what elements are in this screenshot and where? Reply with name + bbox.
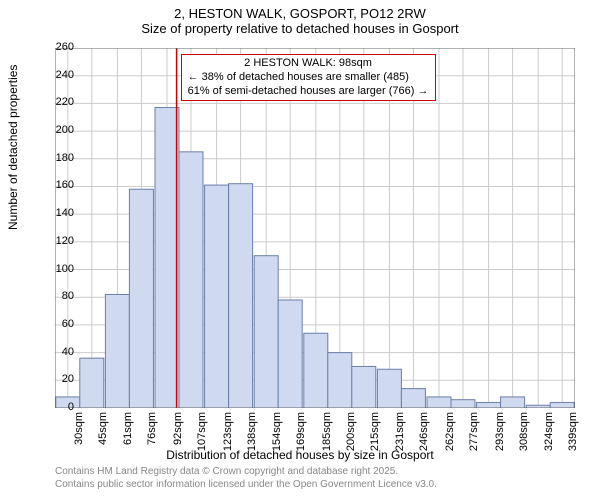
y-tick-label: 240 [44, 69, 74, 81]
histogram-bar [401, 389, 425, 408]
histogram-bar [550, 402, 574, 408]
y-tick-label: 20 [44, 373, 74, 385]
annotation-line3: 61% of semi-detached houses are larger (… [188, 85, 429, 99]
y-tick-label: 180 [44, 152, 74, 164]
annotation-line2: ← 38% of detached houses are smaller (48… [188, 71, 429, 85]
histogram-bar [129, 189, 153, 408]
histogram-bar [205, 185, 229, 408]
y-tick-label: 60 [44, 318, 74, 330]
histogram-bar [328, 353, 352, 408]
y-tick-label: 160 [44, 179, 74, 191]
histogram-bar [278, 300, 302, 408]
histogram-bar [254, 256, 278, 408]
histogram-bar [155, 108, 179, 408]
y-tick-label: 200 [44, 124, 74, 136]
y-tick-label: 100 [44, 263, 74, 275]
y-tick-label: 220 [44, 96, 74, 108]
histogram-bar [377, 369, 401, 408]
annotation-line1: 2 HESTON WALK: 98sqm [188, 57, 429, 71]
chart-area [55, 48, 575, 408]
histogram-bar [427, 397, 451, 408]
histogram-plot [55, 48, 575, 408]
footer-line2: Contains public sector information licen… [55, 479, 437, 492]
y-tick-label: 0 [44, 401, 74, 413]
y-axis-label: Number of detached properties [6, 65, 20, 230]
y-tick-label: 140 [44, 207, 74, 219]
histogram-bar [105, 294, 129, 408]
x-axis-label: Distribution of detached houses by size … [0, 448, 600, 462]
annotation-callout: 2 HESTON WALK: 98sqm ← 38% of detached h… [181, 54, 436, 101]
y-tick-label: 260 [44, 41, 74, 53]
histogram-bar [179, 152, 203, 408]
chart-title-block: 2, HESTON WALK, GOSPORT, PO12 2RW Size o… [0, 0, 600, 36]
y-tick-label: 120 [44, 235, 74, 247]
histogram-bar [80, 358, 104, 408]
histogram-bar [229, 184, 253, 408]
histogram-bar [501, 397, 525, 408]
y-tick-label: 40 [44, 346, 74, 358]
chart-title-line1: 2, HESTON WALK, GOSPORT, PO12 2RW [0, 6, 600, 21]
attribution-footer: Contains HM Land Registry data © Crown c… [55, 466, 437, 491]
histogram-bar [477, 402, 501, 408]
chart-title-line2: Size of property relative to detached ho… [0, 21, 600, 36]
y-tick-label: 80 [44, 290, 74, 302]
histogram-bar [352, 366, 376, 408]
histogram-bar [451, 400, 475, 408]
footer-line1: Contains HM Land Registry data © Crown c… [55, 466, 437, 479]
histogram-bar [304, 333, 328, 408]
